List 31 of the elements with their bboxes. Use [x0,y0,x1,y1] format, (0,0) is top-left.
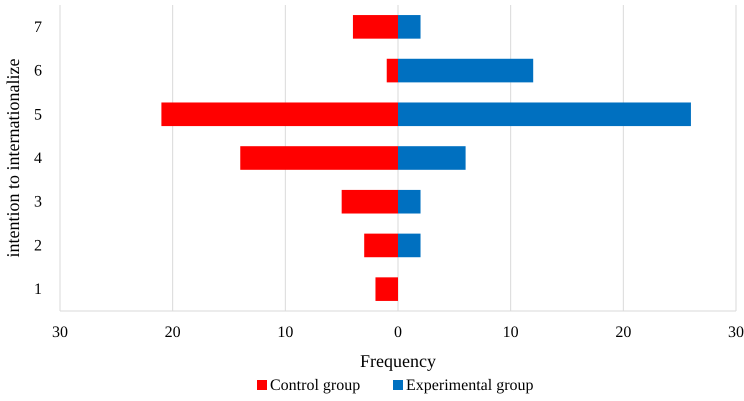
bar [398,146,466,170]
x-tick-label: 30 [728,324,744,341]
bar [398,15,421,39]
x-axis-title: Frequency [360,351,436,371]
y-tick-label: 4 [34,150,42,167]
bar [398,234,421,258]
y-tick-label: 1 [34,281,42,298]
bar [342,190,398,214]
y-tick-label: 7 [34,18,42,36]
legend-label: Control group [270,377,360,394]
bar [386,58,398,82]
x-tick-label: 20 [615,324,632,341]
bar [398,58,534,82]
x-tick-label: 10 [277,324,294,341]
y-axis-title: intention to internationalize [3,58,23,258]
bar [161,102,398,126]
bar [398,190,421,214]
x-tick-label: 0 [394,324,402,341]
y-tick-label: 5 [34,106,42,124]
y-tick-label: 6 [34,62,42,80]
bar [364,234,398,258]
legend-label: Experimental group [406,377,534,394]
y-tick-label: 2 [34,237,42,254]
y-tick-label: 3 [34,194,42,211]
x-tick-label: 20 [164,324,181,341]
bar [398,102,691,126]
x-tick-label: 30 [52,324,68,341]
bar [352,15,398,39]
bar [240,146,398,170]
x-tick-label: 10 [502,324,519,341]
bar [375,277,398,301]
